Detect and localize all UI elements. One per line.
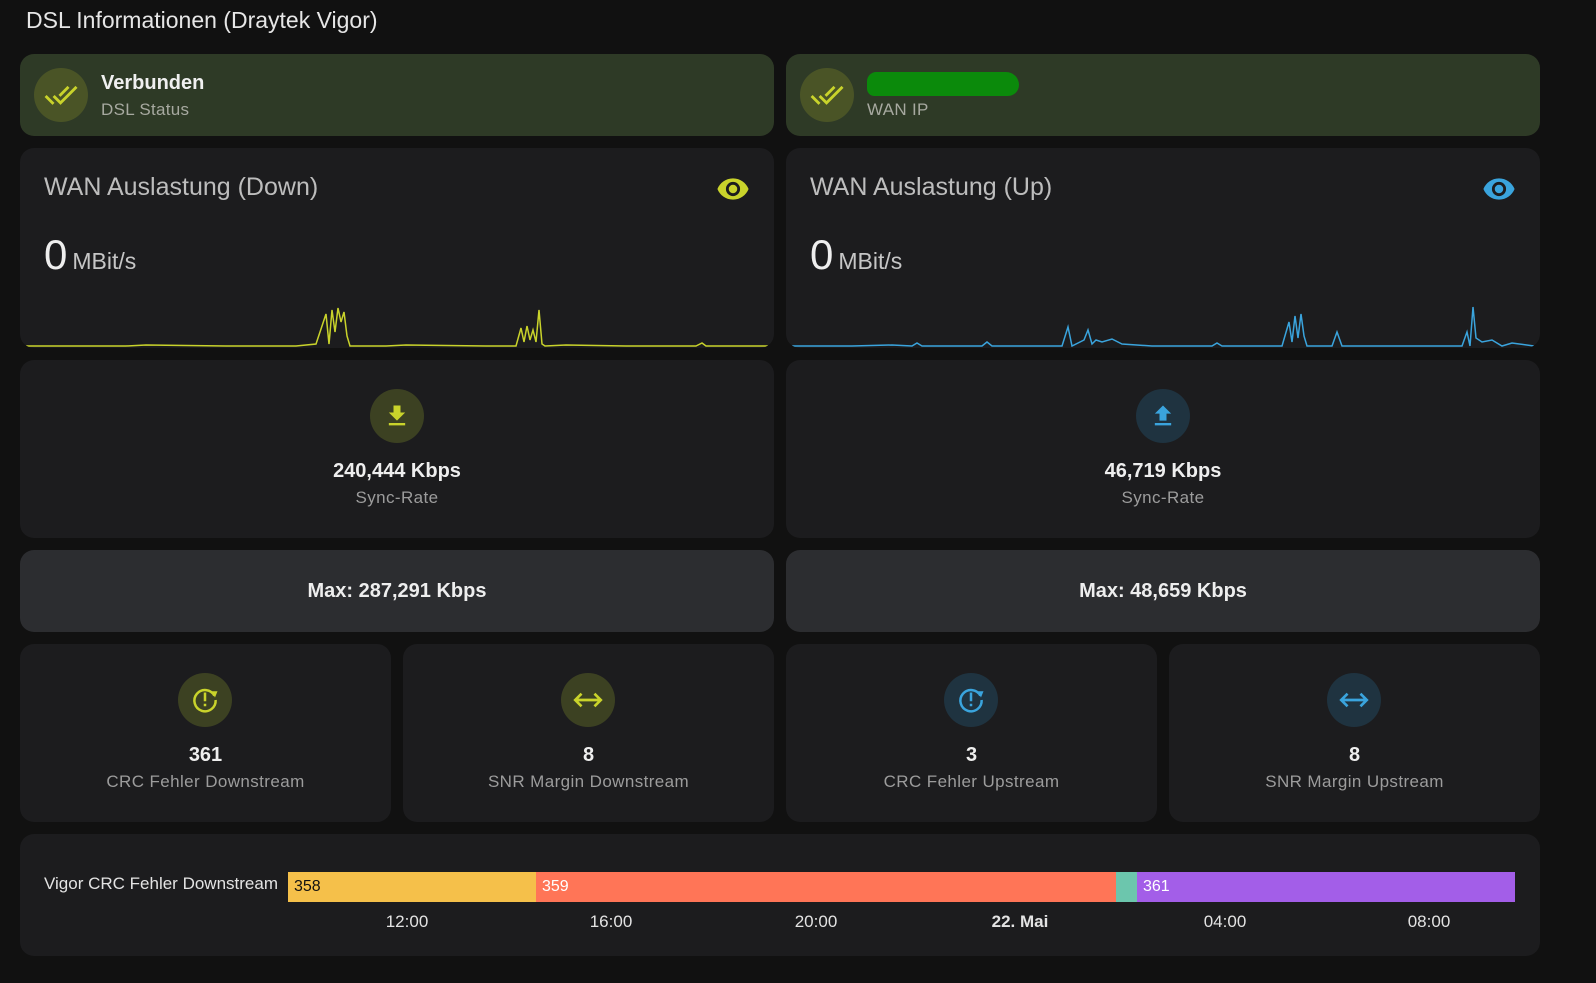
eye-icon bbox=[717, 178, 749, 200]
dsl-status-label: DSL Status bbox=[101, 100, 190, 119]
timeline-tick: 22. Mai bbox=[991, 912, 1049, 931]
arrow-left-right-icon bbox=[561, 673, 615, 727]
sync-rate-up-card[interactable]: 46,719 Kbps Sync-Rate bbox=[786, 360, 1540, 538]
timeline-segment[interactable] bbox=[1116, 872, 1137, 902]
snr-up-label: SNR Margin Upstream bbox=[1265, 772, 1444, 791]
wan-up-sparkline bbox=[792, 306, 1534, 348]
graph-value: 0 MBit/s bbox=[44, 232, 136, 284]
timeline-tick: 04:00 bbox=[1203, 912, 1247, 931]
crc-down-value: 361 bbox=[188, 744, 223, 766]
snr-down-card[interactable]: 8 SNR Margin Downstream bbox=[403, 644, 774, 822]
timeline-segment[interactable]: 361 bbox=[1137, 872, 1515, 902]
sync-rate-up-label: Sync-Rate bbox=[1121, 488, 1205, 507]
eye-icon bbox=[1483, 178, 1515, 200]
wan-ip-label: WAN IP bbox=[867, 100, 929, 119]
crc-up-value: 3 bbox=[965, 744, 978, 766]
crc-up-card[interactable]: 3 CRC Fehler Upstream bbox=[786, 644, 1157, 822]
graph-value: 0 MBit/s bbox=[810, 232, 902, 284]
sync-rate-down-label: Sync-Rate bbox=[355, 488, 439, 507]
snr-up-card[interactable]: 8 SNR Margin Upstream bbox=[1169, 644, 1540, 822]
wan-up-graph-card[interactable]: WAN Auslastung (Up) 0 MBit/s bbox=[786, 148, 1540, 348]
graph-title: WAN Auslastung (Up) bbox=[810, 173, 1053, 201]
wan-ip-tile[interactable]: WAN IP bbox=[786, 54, 1540, 136]
crc-up-label: CRC Fehler Upstream bbox=[883, 772, 1060, 791]
graph-value-number: 0 bbox=[44, 231, 68, 278]
max-up-card[interactable]: Max: 48,659 Kbps bbox=[786, 550, 1540, 632]
graph-unit: MBit/s bbox=[838, 248, 903, 274]
wan-down-graph-card[interactable]: WAN Auslastung (Down) 0 MBit/s bbox=[20, 148, 774, 348]
check-all-icon bbox=[34, 68, 88, 122]
crc-history-timeline-card[interactable]: Vigor CRC Fehler Downstream 358 359 361 … bbox=[20, 834, 1540, 956]
dsl-status-tile[interactable]: Verbunden DSL Status bbox=[20, 54, 774, 136]
dsl-status-value: Verbunden bbox=[101, 72, 205, 94]
graph-value-number: 0 bbox=[810, 231, 834, 278]
crc-down-card[interactable]: 361 CRC Fehler Downstream bbox=[20, 644, 391, 822]
snr-down-label: SNR Margin Downstream bbox=[487, 772, 690, 791]
download-icon bbox=[370, 389, 424, 443]
timeline-tick: 16:00 bbox=[589, 912, 633, 931]
timeline-tick: 08:00 bbox=[1407, 912, 1451, 931]
timeline-tick: 12:00 bbox=[385, 912, 429, 931]
crc-down-label: CRC Fehler Downstream bbox=[106, 772, 305, 791]
max-up-label: Max: 48,659 Kbps bbox=[1079, 579, 1247, 602]
timeline-label: Vigor CRC Fehler Downstream bbox=[44, 874, 278, 893]
snr-up-value: 8 bbox=[1348, 744, 1361, 766]
graph-title: WAN Auslastung (Down) bbox=[44, 173, 319, 201]
upload-icon bbox=[1136, 389, 1190, 443]
check-all-icon bbox=[800, 68, 854, 122]
alert-clock-icon bbox=[944, 673, 998, 727]
wan-ip-redaction bbox=[867, 72, 1019, 96]
timeline-tick: 20:00 bbox=[794, 912, 838, 931]
sync-rate-down-card[interactable]: 240,444 Kbps Sync-Rate bbox=[20, 360, 774, 538]
alert-clock-icon bbox=[178, 673, 232, 727]
graph-unit: MBit/s bbox=[72, 248, 137, 274]
wan-down-sparkline bbox=[26, 307, 768, 347]
sync-rate-down-value: 240,444 Kbps bbox=[333, 460, 461, 482]
snr-down-value: 8 bbox=[582, 744, 595, 766]
max-down-label: Max: 287,291 Kbps bbox=[307, 579, 487, 602]
timeline-segment[interactable]: 359 bbox=[536, 872, 1116, 902]
timeline-segment[interactable]: 358 bbox=[288, 872, 536, 902]
sync-rate-up-value: 46,719 Kbps bbox=[1104, 460, 1222, 482]
arrow-left-right-icon bbox=[1327, 673, 1381, 727]
max-down-card[interactable]: Max: 287,291 Kbps bbox=[20, 550, 774, 632]
page-title: DSL Informationen (Draytek Vigor) bbox=[26, 7, 378, 33]
